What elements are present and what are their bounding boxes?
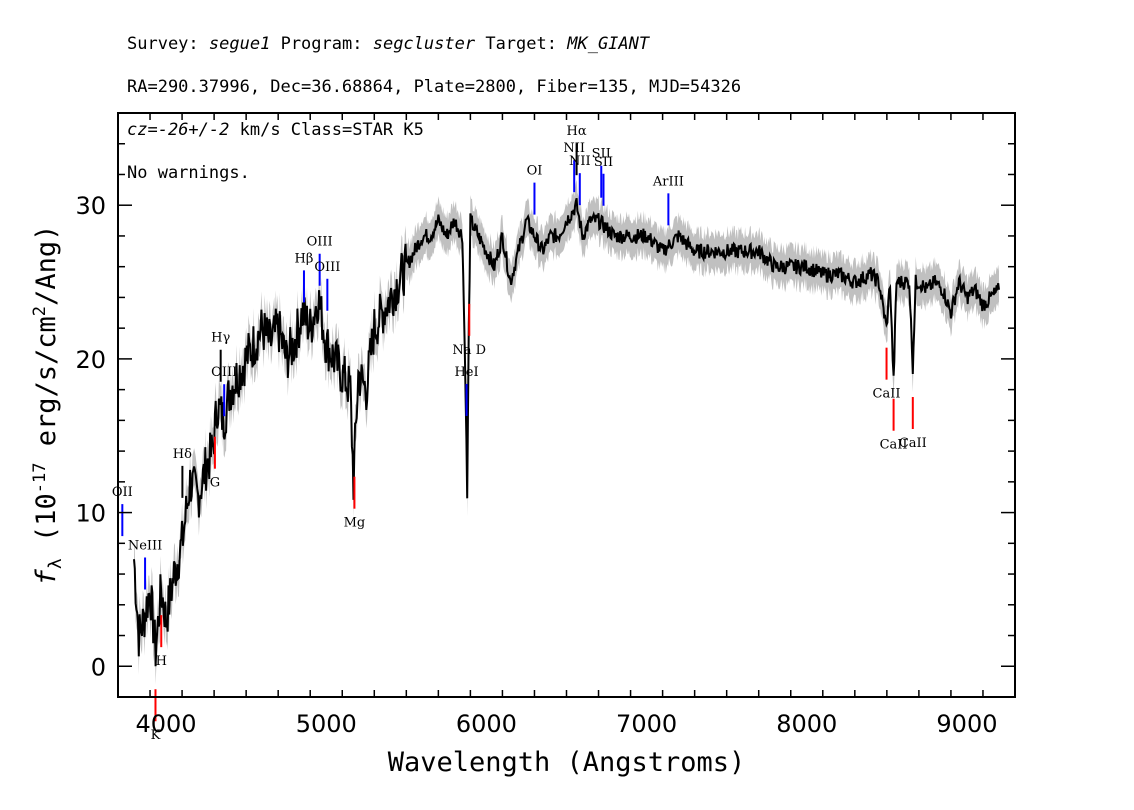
line-marker-label-2: H [156, 654, 167, 669]
line-marker-label-14: OI [527, 164, 543, 179]
target-label: Target: [485, 33, 557, 54]
line-marker-label-11: Mg [344, 516, 366, 531]
x-tick-label: 7000 [616, 710, 677, 738]
axis-tick-labels: 4000 5000 6000 7000 8000 9000 0 10 20 30 [75, 192, 997, 738]
line-marker-label-17: NII [569, 154, 591, 169]
survey-value: segue1 [208, 33, 271, 54]
line-marker-label-1: NeIII [128, 538, 162, 553]
line-marker-label-6: OIII [211, 365, 237, 380]
plot-frame [117, 112, 1016, 698]
line-marker-label-21: CaII [873, 387, 901, 402]
header-line-1: Survey: segue1 Program: segcluster Targe… [127, 34, 741, 56]
line-marker-label-5: Hγ [211, 331, 230, 346]
x-tick-label: 8000 [776, 710, 837, 738]
x-tick-label: 6000 [456, 710, 517, 738]
x-axis-title: Wavelength (Angstroms) [388, 747, 746, 778]
cz-value: -26+/-2 [157, 119, 230, 140]
x-tick-label: 5000 [296, 710, 357, 738]
x-tick-label: 4000 [136, 710, 197, 738]
line-marker-label-3: K [151, 728, 161, 743]
y-axis-title: fλ (10-17 erg/s/cm2/Ang) [30, 225, 66, 586]
line-marker-label-8: Hβ [295, 251, 314, 266]
line-marker-label-13: Na D [452, 343, 486, 358]
line-marker-label-20: ArIII [652, 174, 684, 189]
line-marker-label-16: Hα [567, 124, 587, 139]
x-tick-label: 9000 [936, 710, 997, 738]
axis-ticks [117, 112, 1016, 698]
line-marker-label-10: OIII [314, 260, 340, 275]
header-line-3: cz=-26+/-2 km/s Class=STAR K5 [127, 120, 741, 142]
header-line-4: No warnings. [127, 162, 250, 183]
header-line-2: RA=290.37996, Dec=36.68864, Plate=2800, … [127, 76, 742, 97]
spectrum-header: Survey: segue1 Program: segcluster Targe… [127, 12, 741, 206]
line-marker-label-19: SII [594, 155, 613, 170]
y-tick-label: 20 [75, 346, 106, 374]
error-band [134, 179, 999, 685]
target-value: MK_GIANT [567, 33, 650, 54]
line-marker-label-7: G [210, 476, 220, 491]
flux-series [133, 197, 1000, 667]
y-tick-label: 10 [75, 500, 106, 528]
line-marker-label-9: OIII [307, 235, 333, 250]
survey-label: Survey: [127, 33, 199, 54]
line-marker-label-15: NII [563, 141, 585, 156]
program-value: segcluster [372, 33, 476, 54]
line-marker-label-22: CaII [880, 438, 908, 453]
line-marker-label-4: Hδ [173, 447, 192, 462]
line-marker-label-18: SII [592, 147, 611, 162]
line-marker-label-12: HeI [454, 365, 478, 380]
line-marker-label-0: OII [112, 485, 133, 500]
class-text: km/s Class=STAR K5 [229, 119, 424, 140]
y-tick-label: 0 [91, 653, 106, 681]
flux-error-band [134, 179, 999, 685]
line-marker-label-23: CaII [899, 436, 927, 451]
y-tick-label: 30 [75, 192, 106, 220]
program-label: Program: [280, 33, 363, 54]
cz-label: cz= [127, 119, 158, 140]
flux-line [133, 197, 1000, 667]
